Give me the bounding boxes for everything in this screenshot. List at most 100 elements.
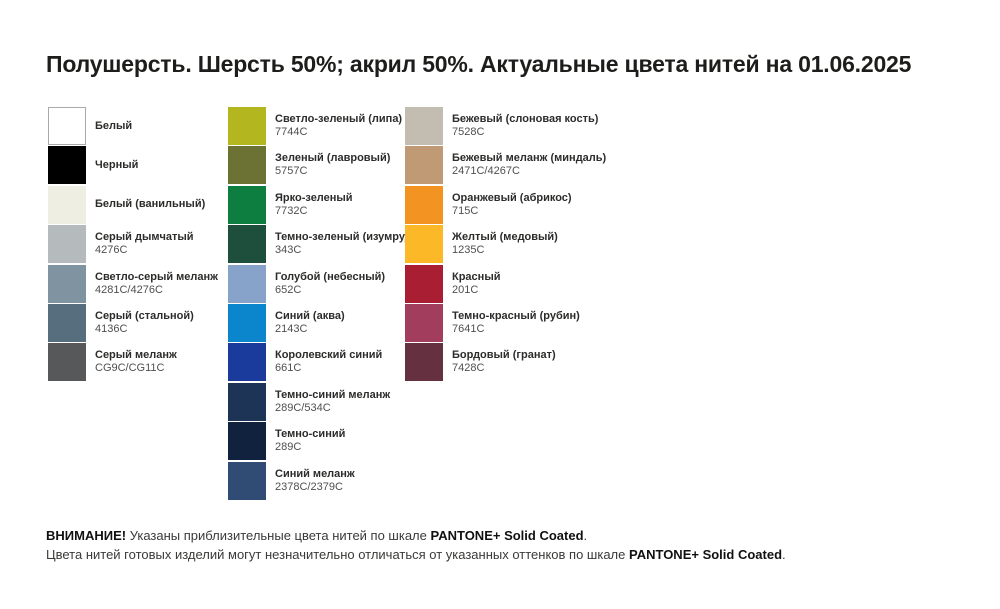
color-pantone-code: 2471C/4267C xyxy=(452,165,520,178)
color-label: Белый xyxy=(86,107,132,145)
color-label: Серый дымчатый 4276C xyxy=(86,225,194,263)
color-swatch xyxy=(228,382,266,421)
color-label: Светло-серый меланж 4281C/4276C xyxy=(86,265,218,303)
color-label: Желтый (медовый) 1235C xyxy=(443,225,558,263)
color-label: Темно-синий меланж 289C/534C xyxy=(266,383,390,421)
color-pantone-code: 7428C xyxy=(452,362,485,375)
color-swatch xyxy=(228,303,266,342)
color-swatch xyxy=(405,225,443,264)
color-label: Оранжевый (абрикос) 715C xyxy=(443,186,572,224)
color-name: Бежевый меланж (миндаль) xyxy=(452,152,607,165)
pantone-scale-label: PANTONE+ Solid Coated xyxy=(629,546,783,562)
color-row: Желтый (медовый) 1235C xyxy=(405,225,605,264)
color-swatch xyxy=(228,461,266,500)
color-pantone-code: 5757C xyxy=(275,165,308,178)
color-row: Королевский синий 661C xyxy=(228,343,405,382)
color-name: Красный xyxy=(452,270,501,283)
color-pantone-code: 1235C xyxy=(452,244,485,257)
color-swatch xyxy=(228,343,266,382)
color-label: Светло-зеленый (липа) 7744C xyxy=(266,107,402,145)
color-pantone-code: 289C/534C xyxy=(275,401,331,414)
color-name: Черный xyxy=(95,158,139,171)
color-pantone-code: 7528C xyxy=(452,126,485,138)
color-pantone-code: 343C xyxy=(275,244,302,257)
color-swatch xyxy=(228,225,266,264)
color-row: Темно-красный (рубин) 7641C xyxy=(405,303,605,342)
color-name: Синий (аква) xyxy=(275,309,345,322)
color-name: Светло-серый меланж xyxy=(95,270,218,283)
color-swatch xyxy=(228,107,266,145)
color-palette-grid: Белый Черный Белый (ванильный) Серый дым… xyxy=(48,107,606,501)
color-row: Светло-зеленый (липа) 7744C xyxy=(228,107,405,145)
color-name: Зеленый (лавровый) xyxy=(275,152,391,165)
color-swatch xyxy=(48,185,86,224)
color-pantone-code: 4276C xyxy=(95,244,128,257)
color-swatch xyxy=(228,422,266,461)
color-swatch xyxy=(228,264,266,303)
color-swatch xyxy=(48,264,86,303)
color-swatch xyxy=(405,146,443,185)
color-swatch xyxy=(48,343,86,382)
color-name: Белый xyxy=(95,119,133,132)
color-row: Белый xyxy=(48,107,228,145)
color-pantone-code: 7732C xyxy=(275,204,308,217)
color-row: Зеленый (лавровый) 5757C xyxy=(228,146,405,185)
color-label: Синий (аква) 2143C xyxy=(266,304,345,342)
color-row: Темно-зеленый (изумруд) 343C xyxy=(228,225,415,264)
color-label: Голубой (небесный) 652C xyxy=(266,265,385,303)
footer-line-2: Цвета нитей готовых изделий могут незнач… xyxy=(46,546,786,562)
color-swatch xyxy=(228,146,266,185)
palette-column-3: Бежевый (слоновая кость) 7528C Бежевый м… xyxy=(405,107,606,501)
color-name: Королевский синий xyxy=(275,349,383,362)
color-swatch xyxy=(48,225,86,264)
page-title: Полушерсть. Шерсть 50%; акрил 50%. Актуа… xyxy=(46,51,912,77)
color-label: Темно-красный (рубин) 7641C xyxy=(443,304,580,342)
color-label: Черный xyxy=(86,146,138,184)
color-label: Бордовый (гранат) 7428C xyxy=(443,343,556,381)
color-pantone-code: 661C xyxy=(275,362,302,375)
color-pantone-code: 7641C xyxy=(452,322,485,335)
color-row: Оранжевый (абрикос) 715C xyxy=(405,185,605,224)
color-swatch xyxy=(228,185,266,224)
color-row: Серый меланж CG9C/CG11C xyxy=(48,343,228,382)
color-pantone-code: 652C xyxy=(275,283,302,296)
color-swatch xyxy=(48,146,86,185)
palette-column-2: Светло-зеленый (липа) 7744C Зеленый (лав… xyxy=(228,107,415,501)
color-label: Бежевый (слоновая кость) 7528C xyxy=(443,107,598,145)
color-name: Ярко-зеленый xyxy=(275,191,353,204)
color-pantone-code: 2378C/2379C xyxy=(275,480,343,493)
footer-line-1: ВНИМАНИЕ! Указаны приблизительные цвета … xyxy=(46,528,588,543)
color-label: Красный 201C xyxy=(443,265,500,303)
color-pantone-code: 7744C xyxy=(275,126,308,138)
color-row: Синий (аква) 2143C xyxy=(228,303,405,342)
attention-label: ВНИМАНИЕ! xyxy=(46,528,127,543)
pantone-scale-label: PANTONE+ Solid Coated xyxy=(430,528,584,543)
color-pantone-code: 201C xyxy=(452,283,479,296)
color-swatch xyxy=(405,264,443,303)
color-row: Белый (ванильный) xyxy=(48,185,228,224)
color-pantone-code: 4281C/4276C xyxy=(95,283,163,296)
color-label: Ярко-зеленый 7732C xyxy=(266,186,353,224)
color-name: Темно-красный (рубин) xyxy=(452,309,580,322)
color-row: Бордовый (гранат) 7428C xyxy=(405,343,605,382)
color-name: Синий меланж xyxy=(275,467,355,480)
color-name: Темно-синий xyxy=(275,428,346,441)
color-pantone-code: CG9C/CG11C xyxy=(95,362,165,375)
color-row: Голубой (небесный) 652C xyxy=(228,264,405,303)
color-swatch xyxy=(405,303,443,342)
color-name: Темно-синий меланж xyxy=(275,388,391,401)
color-name: Бежевый (слоновая кость) xyxy=(452,113,599,125)
color-row: Серый дымчатый 4276C xyxy=(48,225,228,264)
color-row: Серый (стальной) 4136C xyxy=(48,303,228,342)
color-pantone-code: 2143C xyxy=(275,322,308,335)
color-label: Темно-зеленый (изумруд) 343C xyxy=(266,225,415,263)
color-row: Красный 201C xyxy=(405,264,605,303)
color-row: Светло-серый меланж 4281C/4276C xyxy=(48,264,228,303)
color-name: Оранжевый (абрикос) xyxy=(452,191,572,204)
color-label: Бежевый меланж (миндаль) 2471C/4267C xyxy=(443,146,606,184)
color-swatch xyxy=(48,303,86,342)
color-pantone-code: 715C xyxy=(452,204,479,217)
color-name: Желтый (медовый) xyxy=(452,231,558,244)
color-name: Светло-зеленый (липа) xyxy=(275,113,403,125)
color-label: Королевский синий 661C xyxy=(266,343,382,381)
